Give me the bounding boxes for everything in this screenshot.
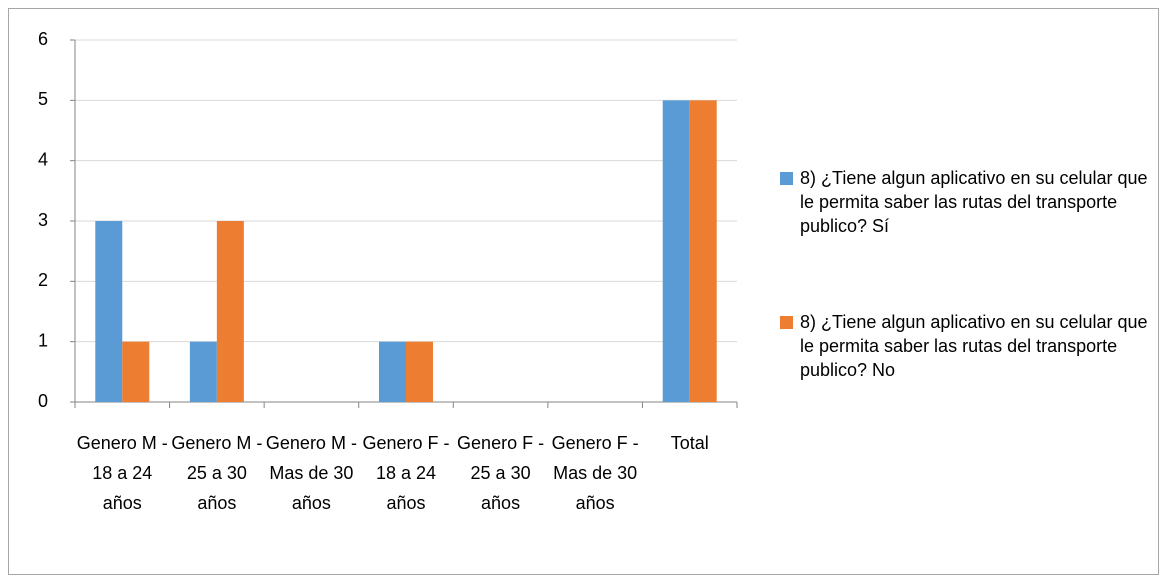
bar (95, 221, 123, 402)
legend-label: 8) ¿Tiene algun aplicativo en su celular… (800, 168, 1148, 236)
bar (189, 341, 217, 402)
x-tick-label: Total (670, 433, 709, 453)
legend-swatch (780, 316, 793, 329)
x-tick-label: Genero F - Mas de 30 años (551, 433, 639, 513)
bar (122, 341, 150, 402)
y-tick-label: 3 (38, 210, 48, 230)
bar (406, 341, 433, 402)
y-tick-label: 5 (38, 89, 48, 109)
bar (379, 341, 406, 402)
chart-border (8, 8, 1159, 575)
legend-item: 8) ¿Tiene algun aplicativo en su celular… (780, 166, 1150, 238)
legend-item: 8) ¿Tiene algun aplicativo en su celular… (780, 310, 1150, 382)
legend-swatch (780, 172, 793, 185)
x-tick-label: Genero M - 25 a 30 años (171, 433, 263, 513)
y-tick-label: 0 (38, 391, 48, 411)
bar (689, 100, 717, 402)
bar (662, 100, 690, 402)
x-tick-label: Genero M - Mas de 30 años (265, 433, 357, 513)
x-tick-label: Genero F - 18 a 24 años (362, 433, 450, 513)
y-tick-label: 1 (38, 330, 48, 350)
x-tick-label: Genero M - 18 a 24 años (76, 433, 168, 513)
x-tick-label: Genero F - 25 a 30 años (457, 433, 545, 513)
y-tick-label: 4 (38, 149, 48, 169)
y-tick-label: 2 (38, 270, 48, 290)
bar (216, 221, 244, 402)
y-tick-label: 6 (38, 29, 48, 49)
legend-label: 8) ¿Tiene algun aplicativo en su celular… (800, 312, 1148, 380)
